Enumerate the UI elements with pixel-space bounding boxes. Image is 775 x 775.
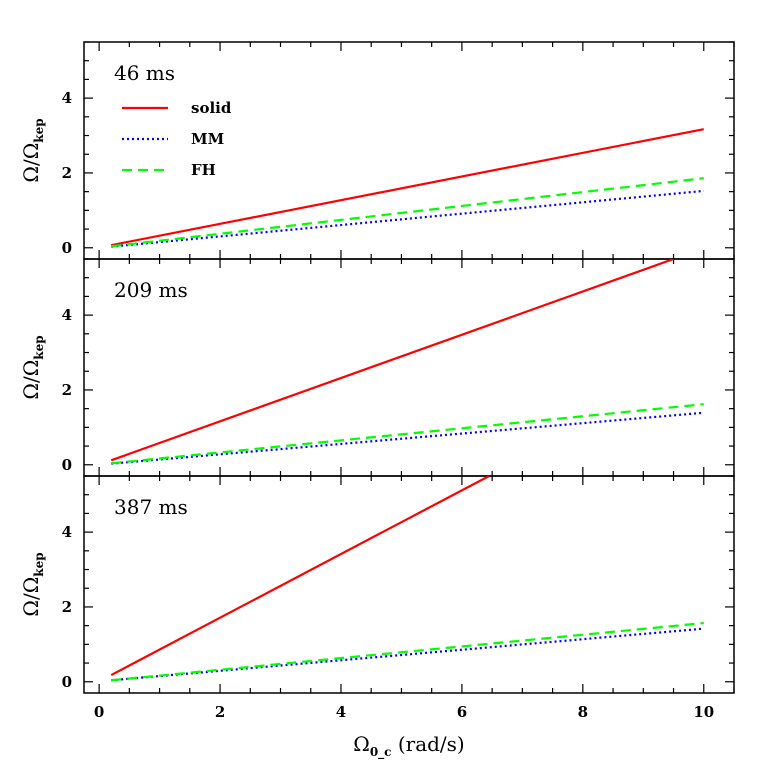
x-tick-label: 2 (215, 703, 225, 721)
series-line-fh-panel-3 (111, 621, 704, 682)
y-tick-label: 0 (62, 456, 72, 474)
series-line-mm-panel-3 (111, 627, 704, 682)
series-line-solid-panel-3 (110, 476, 490, 677)
panel-title-2: 209 ms (114, 278, 188, 302)
x-tick-label: 0 (94, 703, 104, 721)
panel-title-1: 46 ms (114, 61, 175, 85)
legend-label-solid: solid (191, 99, 232, 117)
panel-frame-3 (83, 475, 735, 694)
series-line-solid-panel-2 (110, 259, 674, 462)
panel-frame-1 (83, 41, 735, 260)
y-tick-label: 2 (62, 381, 72, 399)
y-tick-label: 4 (62, 89, 72, 107)
legend-label-fh: FH (191, 161, 216, 179)
y-tick-label: 2 (62, 598, 72, 616)
y-axis-label: Ω/Ωkep (19, 335, 46, 399)
y-axis-label: Ω/Ωkep (19, 552, 46, 616)
series-line-fh-panel-1 (111, 177, 704, 248)
x-axis-label: Ω0_c (rad/s) (353, 732, 465, 760)
x-tick-label: 8 (578, 703, 588, 721)
series-line-mm-panel-1 (111, 189, 704, 248)
panel-title-3: 387 ms (114, 495, 188, 519)
series-line-mm-panel-2 (111, 411, 704, 465)
series-line-fh-panel-2 (111, 403, 704, 465)
x-tick-label: 10 (693, 703, 714, 721)
y-tick-label: 0 (62, 673, 72, 691)
x-tick-label: 6 (457, 703, 467, 721)
legend-label-mm: MM (191, 130, 224, 148)
y-tick-label: 4 (62, 306, 72, 324)
y-tick-label: 4 (62, 523, 72, 541)
y-tick-label: 2 (62, 164, 72, 182)
y-axis-label: Ω/Ωkep (19, 118, 46, 182)
y-tick-label: 0 (62, 239, 72, 257)
series-line-solid-panel-1 (110, 128, 704, 247)
x-tick-label: 4 (336, 703, 346, 721)
